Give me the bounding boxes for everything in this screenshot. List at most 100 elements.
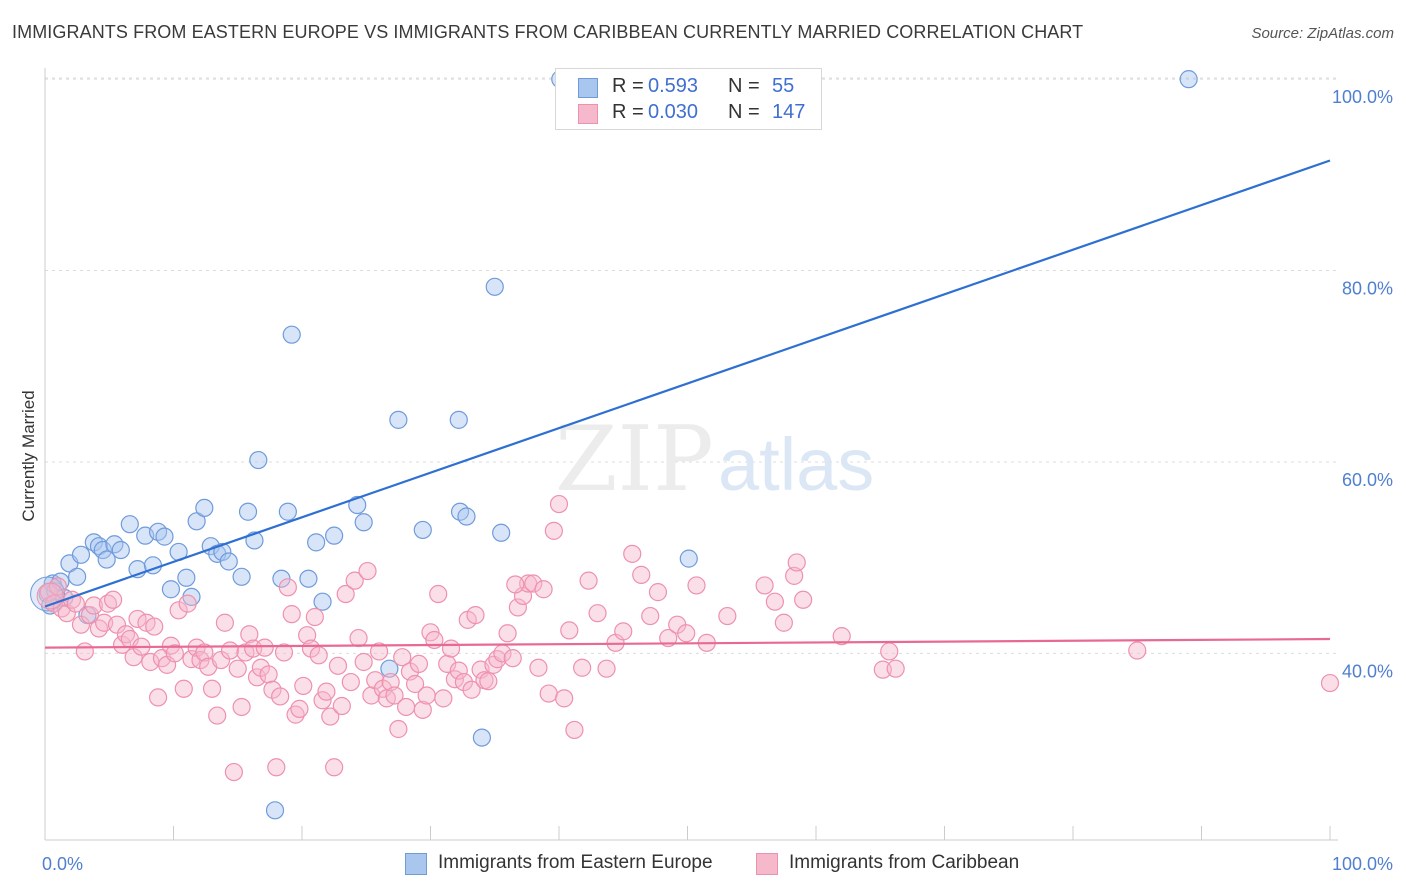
point-caribbean-72 <box>336 584 355 604</box>
point-caribbean-55 <box>271 687 290 706</box>
point-caribbean-116 <box>524 574 543 593</box>
legend-r-value: 0.030 <box>648 101 699 123</box>
point-eastern-europe-54 <box>492 523 511 542</box>
point-caribbean-125 <box>573 658 592 677</box>
y-tick-label-2: 80.0% <box>1342 279 1393 299</box>
x-tick-label-1: 100.0% <box>1332 854 1393 874</box>
point-caribbean-103 <box>462 680 481 699</box>
point-caribbean-64 <box>305 607 324 627</box>
legend-n-value: 55 <box>772 75 795 97</box>
point-caribbean-120 <box>544 521 563 540</box>
point-caribbean-29 <box>165 644 184 663</box>
point-eastern-europe-57 <box>1179 70 1198 89</box>
point-caribbean-69 <box>325 758 344 777</box>
legend-swatch-caribbean <box>578 104 598 124</box>
point-caribbean-87 <box>396 697 416 717</box>
legend-r-value: 0.593 <box>648 75 699 97</box>
legend-r-label: R = <box>612 75 644 97</box>
point-caribbean-85 <box>389 719 408 739</box>
legend-swatch-eastern-europe <box>578 78 598 98</box>
point-caribbean-77 <box>358 561 377 581</box>
y-tick-label-3: 100.0% <box>1332 87 1393 107</box>
point-caribbean-58 <box>282 605 301 624</box>
point-caribbean-14 <box>104 590 123 609</box>
point-caribbean-119 <box>539 684 558 703</box>
point-eastern-europe-39 <box>282 325 301 344</box>
point-caribbean-65 <box>309 646 328 665</box>
point-eastern-europe-47 <box>389 410 408 429</box>
point-caribbean-30 <box>169 601 188 620</box>
point-caribbean-118 <box>534 580 553 599</box>
point-caribbean-38 <box>202 679 222 698</box>
source-credit: Source: ZipAtlas.com <box>1251 25 1394 42</box>
point-caribbean-122 <box>555 689 574 708</box>
watermark-zip: ZIP <box>555 407 714 512</box>
point-caribbean-98 <box>441 639 461 658</box>
point-eastern-europe-33 <box>238 502 258 521</box>
point-eastern-europe-49 <box>449 410 468 429</box>
point-caribbean-138 <box>687 576 706 595</box>
point-caribbean-109 <box>488 650 507 669</box>
point-caribbean-148 <box>886 659 905 678</box>
point-caribbean-71 <box>332 696 351 716</box>
point-caribbean-41 <box>215 613 234 632</box>
point-caribbean-51 <box>255 638 274 657</box>
point-eastern-europe-35 <box>249 450 268 470</box>
point-caribbean-146 <box>873 660 892 679</box>
point-eastern-europe-45 <box>354 513 373 532</box>
point-eastern-europe-40 <box>299 569 318 588</box>
point-eastern-europe-22 <box>161 580 181 599</box>
point-caribbean-133 <box>641 606 660 626</box>
point-caribbean-70 <box>328 656 348 675</box>
point-eastern-europe-15 <box>111 540 130 560</box>
point-caribbean-56 <box>274 643 294 662</box>
point-caribbean-117 <box>529 658 548 677</box>
point-eastern-europe-24 <box>177 568 196 587</box>
point-caribbean-43 <box>224 762 243 782</box>
y-tick-labels: 40.0% 60.0% 80.0% 100.0% <box>1332 87 1393 681</box>
point-caribbean-143 <box>774 613 793 632</box>
point-caribbean-151 <box>787 553 806 572</box>
point-eastern-europe-52 <box>472 728 491 747</box>
y-tick-label-1: 60.0% <box>1342 470 1393 490</box>
point-caribbean-134 <box>648 583 668 602</box>
watermark-atlas: atlas <box>718 423 874 506</box>
point-caribbean-62 <box>298 626 317 645</box>
point-caribbean-92 <box>417 686 436 705</box>
point-caribbean-142 <box>765 592 784 611</box>
point-caribbean-131 <box>623 544 642 563</box>
point-caribbean-9 <box>80 605 100 625</box>
point-caribbean-10 <box>84 596 103 615</box>
point-eastern-europe-13 <box>97 550 116 569</box>
point-caribbean-24 <box>145 617 164 636</box>
point-caribbean-68 <box>321 707 340 726</box>
point-caribbean-42 <box>220 641 240 660</box>
point-eastern-europe-46 <box>380 659 399 678</box>
point-caribbean-20 <box>128 609 147 629</box>
point-caribbean-67 <box>317 682 336 701</box>
point-caribbean-135 <box>659 628 678 648</box>
point-caribbean-132 <box>632 565 651 584</box>
legend-series: Immigrants from Eastern Europe Immigrant… <box>0 852 1406 878</box>
point-caribbean-91 <box>413 700 432 719</box>
legend-r-label: R = <box>612 101 644 123</box>
trend-line-eastern-europe <box>44 159 1331 608</box>
point-caribbean-127 <box>588 604 607 623</box>
point-eastern-europe-41 <box>307 533 326 552</box>
point-caribbean-126 <box>579 571 598 590</box>
point-caribbean-78 <box>362 686 381 705</box>
point-caribbean-141 <box>755 576 774 595</box>
point-caribbean-39 <box>208 706 227 725</box>
point-caribbean-86 <box>393 648 412 667</box>
point-caribbean-107 <box>479 672 498 691</box>
axes <box>44 68 1338 841</box>
point-eastern-europe-36 <box>265 801 285 820</box>
point-caribbean-96 <box>434 689 453 708</box>
point-caribbean-8 <box>75 642 94 661</box>
legend-swatch-eastern-europe <box>405 853 427 875</box>
point-caribbean-90 <box>409 654 429 674</box>
point-eastern-europe-42 <box>313 592 332 611</box>
point-eastern-europe-38 <box>278 502 297 521</box>
point-caribbean-101 <box>454 672 474 692</box>
